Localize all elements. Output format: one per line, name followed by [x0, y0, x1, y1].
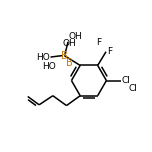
Text: Cl: Cl [122, 76, 130, 85]
Text: F: F [97, 38, 102, 47]
Text: Cl: Cl [128, 84, 137, 93]
Text: B: B [61, 51, 68, 60]
Text: OH: OH [69, 32, 83, 41]
Text: B: B [66, 58, 73, 68]
Text: HO: HO [42, 62, 55, 71]
Text: HO: HO [36, 53, 50, 62]
Text: F: F [107, 47, 112, 56]
Text: OH: OH [62, 39, 76, 48]
